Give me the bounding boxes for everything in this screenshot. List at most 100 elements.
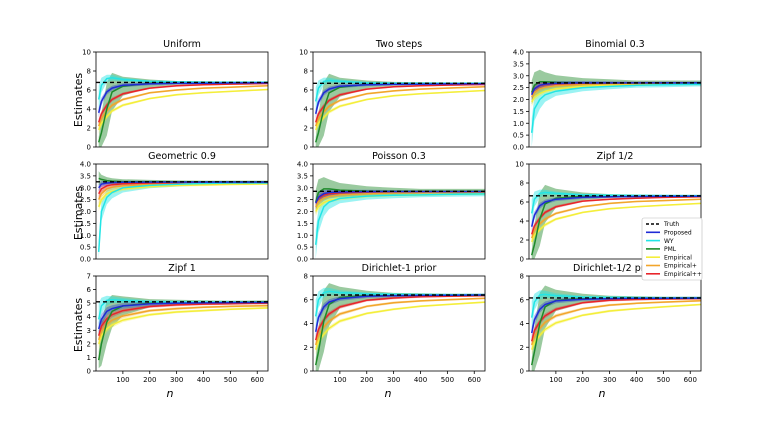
band-wy	[98, 181, 268, 259]
band-empirical	[315, 89, 485, 134]
panel-title: Zipf 1/2	[597, 151, 634, 162]
band-pml	[98, 72, 268, 147]
x-tick-label: 400	[630, 376, 643, 384]
x-tick-label: 500	[657, 376, 670, 384]
x-tick-label: 200	[143, 376, 156, 384]
legend-label-wy: WY	[664, 238, 674, 245]
y-tick-label: 0.0	[513, 144, 524, 152]
panel-title: Binomial 0.3	[585, 39, 644, 50]
line-proposed	[97, 301, 268, 330]
axes-frame	[95, 51, 269, 148]
y-tick-label: 6	[520, 296, 525, 304]
line-empirical	[314, 297, 485, 346]
y-tick-label: 1	[87, 354, 91, 362]
y-tick-label: 8	[520, 273, 524, 281]
line-empirical	[314, 85, 485, 127]
panel-title: Dirichlet-1 prior	[362, 263, 437, 274]
y-tick-label: 0.0	[80, 256, 91, 264]
y-tick-label: 3.0	[513, 72, 524, 80]
legend-label-truth: Truth	[663, 221, 679, 228]
y-tick-label: 6	[304, 296, 309, 304]
band-pml	[315, 177, 485, 214]
line-wy	[97, 182, 268, 252]
panel-dirichlet-1-prior: Dirichlet-1 prior 0 2 4 6 8 100 200 300 400 500 600	[304, 263, 486, 384]
y-tick-label: 8	[304, 68, 308, 76]
line-empirical	[314, 83, 485, 123]
x-tick-label: 600	[468, 376, 481, 384]
x-tick-label: 100	[116, 376, 129, 384]
legend-label-empirical: Empirical++	[664, 271, 702, 278]
band-empirical	[315, 85, 485, 130]
x-tick-label: 500	[224, 376, 237, 384]
x-tick-label: 200	[576, 376, 589, 384]
panel-uniform: Uniform 0 2 4 6 8 10	[82, 39, 269, 152]
y-tick-label: 1.0	[297, 232, 308, 240]
line-empirical	[314, 294, 485, 341]
row2-ylabel: Estimates	[72, 186, 85, 241]
line-empirical	[97, 82, 268, 123]
y-tick-label: 2	[520, 344, 524, 352]
y-tick-label: 7	[87, 273, 91, 281]
y-tick-label: 2	[304, 344, 308, 352]
legend-label-empirical: Empirical+	[664, 263, 697, 270]
plot-area	[529, 69, 701, 147]
axes-frame	[312, 163, 486, 260]
panel-title: Uniform	[163, 39, 201, 50]
band-proposed	[315, 82, 485, 119]
line-empirical	[97, 304, 268, 341]
y-tick-label: 2.5	[80, 196, 91, 204]
plot-area	[96, 171, 268, 259]
y-tick-label: 1.0	[80, 232, 91, 240]
y-tick-label: 8	[520, 180, 524, 188]
panel-geometric-0-9: Geometric 0.9 0.0 0.5 1.0 1.5 2.0 2.5 3.0 3.5 4.0	[80, 151, 269, 264]
x-tick-label: 600	[251, 376, 264, 384]
axes-frame	[312, 51, 486, 148]
band-pml	[531, 69, 701, 105]
y-tick-label: 3.0	[297, 184, 308, 192]
y-tick-label: 4	[520, 218, 525, 226]
y-tick-label: 6	[87, 87, 92, 95]
line-empirical	[530, 297, 701, 342]
x-axis-labels: n n n	[167, 387, 606, 400]
legend-box	[641, 217, 703, 281]
x-tick-label: 100	[333, 376, 346, 384]
x-tick-label: 400	[414, 376, 427, 384]
y-tick-label: 10	[299, 49, 308, 57]
col3-xlabel: n	[599, 387, 606, 400]
axes-frame	[95, 275, 269, 372]
panel-title: Zipf 1	[168, 263, 196, 274]
plot-area	[313, 73, 485, 147]
band-empirical	[531, 303, 701, 355]
band-proposed	[315, 293, 485, 338]
y-tick-label: 4.0	[297, 161, 308, 169]
y-tick-label: 4	[520, 320, 525, 328]
y-tick-label: 0	[304, 144, 308, 152]
x-tick-label: 300	[603, 376, 616, 384]
y-tick-label: 4	[304, 106, 309, 114]
plot-area	[96, 295, 268, 369]
y-tick-label: 1.5	[80, 220, 91, 228]
x-tick-label: 600	[684, 376, 697, 384]
band-wy	[315, 191, 485, 259]
line-empirical	[314, 301, 485, 350]
plot-area	[313, 177, 485, 259]
plot-area	[96, 72, 268, 147]
y-tick-label: 2.0	[80, 208, 91, 216]
band-empirical	[98, 88, 268, 134]
col2-xlabel: n	[385, 387, 392, 400]
y-tick-label: 0.5	[80, 244, 91, 252]
y-tick-label: 8	[87, 68, 91, 76]
line-empirical	[97, 302, 268, 336]
x-tick-label: 500	[441, 376, 454, 384]
panel-title: Poisson 0.3	[372, 151, 426, 162]
band-empirical	[531, 299, 701, 350]
y-tick-label: 4	[87, 106, 92, 114]
panel-binomial-0-3: Binomial 0.3 0.0 0.5 1.0 1.5 2.0 2.5 3.0 3.5 4.0	[513, 39, 702, 152]
panel-zipf-1-2: Zipf 1/2 0 2 4 6 8 10	[515, 151, 702, 264]
y-tick-label: 6	[304, 87, 309, 95]
row1-ylabel: Estimates	[72, 73, 85, 128]
band-wy	[531, 81, 701, 147]
